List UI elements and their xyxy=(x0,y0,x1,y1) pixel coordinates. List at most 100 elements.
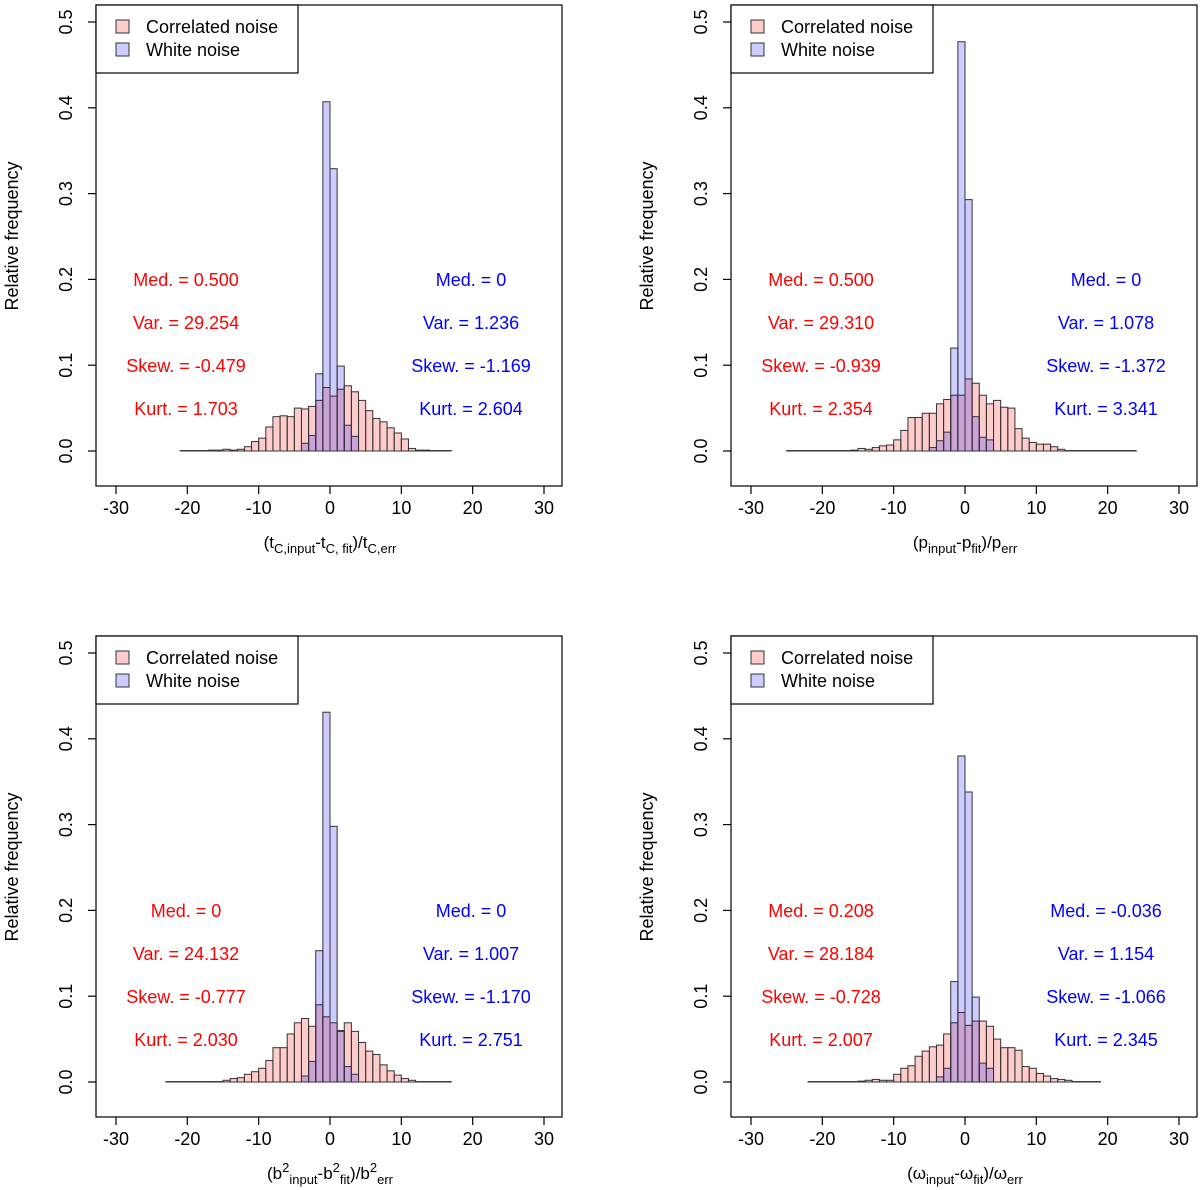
correlated-noise-bar xyxy=(1050,446,1059,452)
x-tick-label: 20 xyxy=(1098,498,1118,518)
y-tick-label: 0.1 xyxy=(691,353,711,378)
white-noise-bar xyxy=(308,1060,317,1083)
white-noise-bar xyxy=(343,1066,352,1083)
x-label-text: -p xyxy=(956,533,971,552)
x-label-subscript: input xyxy=(926,1172,955,1187)
x-label-superscript: 2 xyxy=(333,1160,340,1175)
correlated-noise-bar xyxy=(365,410,374,452)
correlated-noise-bar xyxy=(1035,1072,1044,1083)
correlated-noise-bar xyxy=(272,416,281,452)
legend-entry: Correlated noise xyxy=(781,648,913,668)
x-tick-label: -10 xyxy=(881,498,907,518)
white-noise-bar xyxy=(971,996,980,1083)
stats-label: Skew. = -0.479 xyxy=(126,356,246,376)
correlated-noise-bar xyxy=(857,1080,866,1083)
correlated-noise-bar xyxy=(886,444,895,452)
legend-swatch xyxy=(750,673,765,688)
correlated-noise-bar xyxy=(921,412,930,452)
white-noise-bar xyxy=(957,41,966,452)
x-label-subscript: C,input xyxy=(274,541,316,556)
x-label-subscript: C, fit xyxy=(326,541,353,556)
x-label-subscript: input xyxy=(928,541,957,556)
correlated-noise-bar xyxy=(236,448,245,452)
y-tick-label: 0.0 xyxy=(56,438,76,463)
correlated-noise-bar xyxy=(1021,1066,1030,1083)
x-axis-label: (tC,input​-tC, fit​)/tC,err​ xyxy=(264,533,397,556)
correlated-noise-bar xyxy=(393,432,402,452)
white-noise-bar xyxy=(978,436,987,452)
stats-label: Skew. = -1.372 xyxy=(1046,356,1166,376)
white-noise-bar xyxy=(322,101,331,452)
white-noise-bar xyxy=(350,435,360,452)
stats-label: Med. = 0.500 xyxy=(133,270,239,290)
stats-label: Var. = 29.254 xyxy=(133,313,239,333)
correlated-noise-bar xyxy=(258,1067,267,1083)
legend-box xyxy=(730,635,934,705)
white-noise-bar xyxy=(336,1030,345,1083)
x-axis-label: (b2​input​-b2​fit​)/b2​err​ xyxy=(267,1160,394,1187)
correlated-noise-bar xyxy=(878,445,888,452)
stats-label: Var. = 1.078 xyxy=(1058,313,1154,333)
correlated-noise-bar xyxy=(407,447,417,452)
correlated-noise-bar xyxy=(393,1074,402,1083)
y-tick-label: 0.4 xyxy=(56,95,76,120)
stats-label: Skew. = -0.939 xyxy=(761,356,881,376)
x-label-subscript: fit xyxy=(973,1172,984,1187)
stats-label: Kurt. = 2.354 xyxy=(769,399,873,419)
correlated-noise-bar xyxy=(914,417,923,452)
panel-1: -30 -20 -10 0 10 20 30 0.0 0.1 0.2 0.3 0.4 0.5 Relati… xyxy=(2,4,563,556)
plot-frame xyxy=(730,635,1198,1118)
x-tick-label: 30 xyxy=(534,498,554,518)
correlated-noise-bar xyxy=(265,426,274,452)
correlated-noise-bar xyxy=(907,1065,916,1083)
stats-label: Var. = 1.154 xyxy=(1058,944,1154,964)
x-tick-label: -20 xyxy=(809,1129,835,1149)
stats-label: Skew. = -1.066 xyxy=(1046,987,1166,1007)
correlated-noise-bar xyxy=(1007,407,1016,452)
y-tick-label: 0.3 xyxy=(56,812,76,837)
x-tick-label: 30 xyxy=(1169,498,1189,518)
x-tick-label: 10 xyxy=(391,498,411,518)
y-tick-label: 0.2 xyxy=(691,267,711,292)
x-label-text: )/b xyxy=(350,1164,370,1183)
plot-frame xyxy=(730,4,1198,487)
correlated-noise-bar xyxy=(850,449,859,452)
white-noise-bar xyxy=(329,825,338,1083)
correlated-noise-bar xyxy=(272,1047,281,1083)
white-noise-bar xyxy=(350,1073,360,1083)
correlated-noise-bar xyxy=(1014,428,1023,452)
x-label-text: -t xyxy=(315,533,326,552)
x-axis-label: (ωinput​-ωfit​)/ωerr​ xyxy=(907,1164,1023,1187)
correlated-noise-bar xyxy=(1035,443,1044,452)
correlated-noise-bar xyxy=(407,1079,417,1083)
stats-label: Kurt. = 2.345 xyxy=(1054,1030,1158,1050)
y-tick-label: 0.4 xyxy=(691,95,711,120)
legend-swatch xyxy=(115,19,130,34)
legend-swatch xyxy=(115,673,130,688)
y-tick-label: 0.5 xyxy=(56,9,76,34)
y-tick-label: 0.0 xyxy=(691,1069,711,1094)
stats-label: Var. = 24.132 xyxy=(133,944,239,964)
correlated-noise-bar xyxy=(1042,1075,1052,1083)
x-label-subscript: err xyxy=(1001,541,1018,556)
correlated-noise-bar xyxy=(229,449,238,452)
correlated-noise-bar xyxy=(1000,1047,1009,1083)
white-noise-bar xyxy=(964,199,973,452)
white-noise-bar xyxy=(343,424,352,452)
correlated-noise-bar xyxy=(1000,406,1009,452)
correlated-noise-bar xyxy=(222,1079,231,1083)
legend-entry: Correlated noise xyxy=(781,17,913,37)
stats-label: Med. = 0.500 xyxy=(768,270,874,290)
legend-box xyxy=(730,4,934,74)
x-label-subscript: err xyxy=(1007,1172,1024,1187)
x-label-text: -ω xyxy=(954,1164,973,1183)
correlated-noise-bar xyxy=(251,1071,260,1083)
correlated-noise-bar xyxy=(993,1038,1002,1083)
legend-entry: White noise xyxy=(146,40,240,60)
correlated-noise-bar xyxy=(415,449,424,452)
x-tick-label: -10 xyxy=(246,498,272,518)
x-tick-label: 20 xyxy=(1098,1129,1118,1149)
correlated-noise-bar xyxy=(993,399,1002,452)
legend-swatch xyxy=(750,650,765,665)
